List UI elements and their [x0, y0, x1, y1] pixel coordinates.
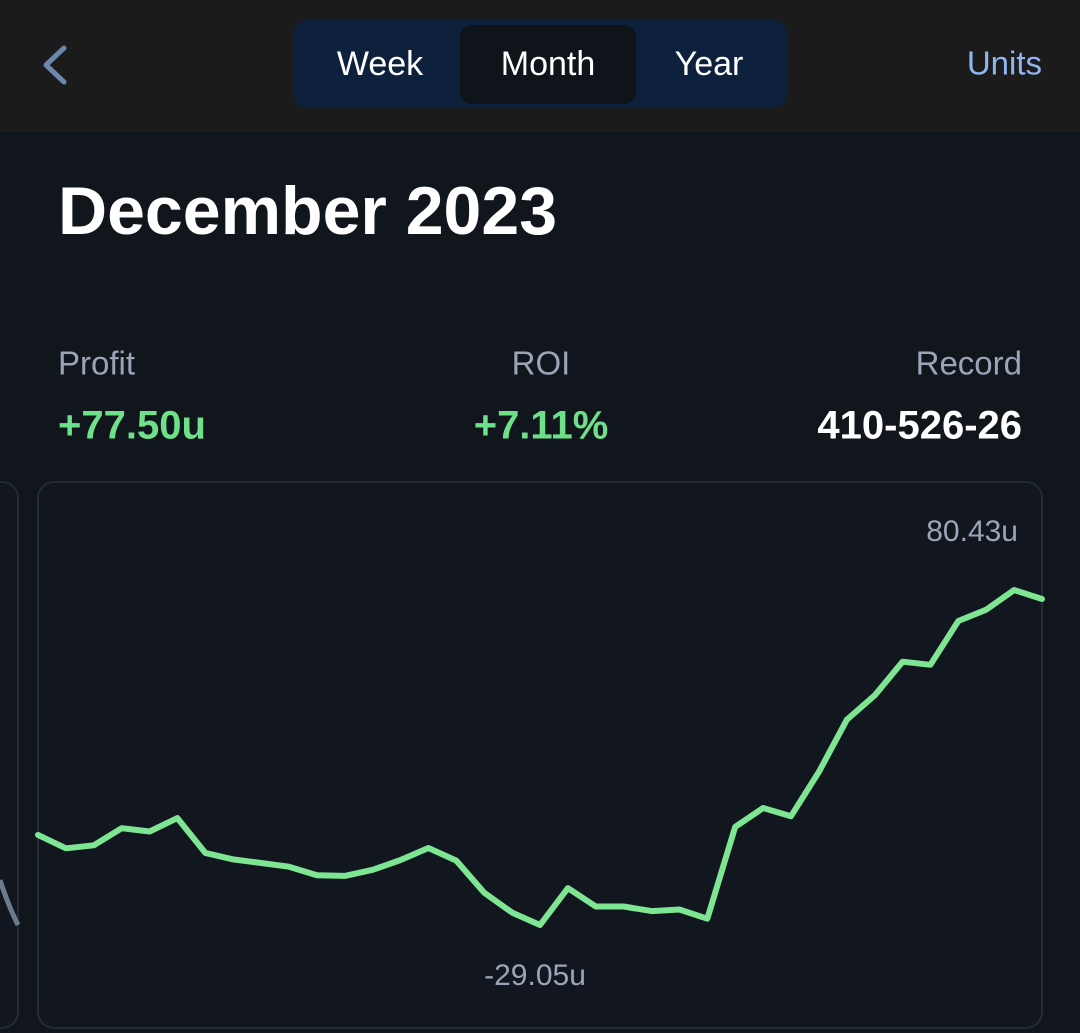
profit-line [35, 587, 1045, 928]
chart-card [37, 481, 1043, 1029]
tab[interactable]: Week [337, 45, 424, 83]
tab[interactable]: Year [675, 45, 744, 83]
stat-value: 410-526-26 [817, 404, 1022, 448]
max-label: 80.43u [926, 515, 1018, 548]
stat-label: ROI [512, 345, 571, 382]
previous-card[interactable] [0, 481, 19, 1029]
back-button[interactable] [43, 45, 67, 85]
units-button[interactable]: Units [967, 45, 1042, 82]
previous-line [0, 879, 21, 927]
stat-label: Profit [58, 345, 135, 382]
stat-value: +7.11% [474, 404, 609, 448]
tab[interactable]: Month [501, 45, 596, 83]
selected-tab-bg [460, 25, 636, 104]
page-title: December 2023 [58, 173, 557, 249]
stat-label: Record [916, 345, 1022, 382]
stat-value: +77.50u [58, 404, 206, 448]
min-label: -29.05u [484, 959, 586, 992]
